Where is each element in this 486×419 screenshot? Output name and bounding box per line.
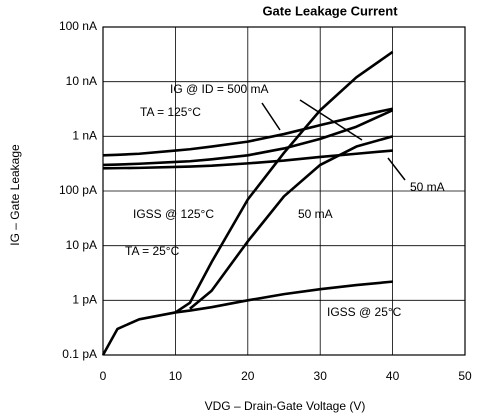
curve [189, 135, 393, 310]
annotation: TA = 125°C [140, 105, 201, 119]
arrow [387, 157, 406, 181]
y-tick-label: 100 nA [59, 19, 97, 33]
arrows [261, 99, 406, 181]
y-tick-label: 0.1 pA [62, 347, 97, 361]
annotation: 50 mA [298, 207, 333, 221]
annotation: IGSS @ 125°C [133, 207, 214, 221]
y-axis-label: IG – Gate Leakage [8, 144, 22, 246]
arrow [299, 99, 363, 141]
y-tick-label: 10 pA [66, 238, 97, 252]
annotation: IGSS @ 25°C [327, 305, 402, 319]
x-tick-label: 40 [386, 369, 400, 383]
y-tick-label: 100 pA [59, 183, 97, 197]
x-tick-label: 10 [169, 369, 183, 383]
y-tick-label: 10 nA [66, 74, 97, 88]
chart-title: Gate Leakage Current [262, 3, 398, 18]
curve [174, 50, 394, 314]
curve [101, 280, 393, 356]
x-tick-label: 50 [458, 369, 472, 383]
x-axis-label: VDG – Drain-Gate Voltage (V) [205, 399, 366, 413]
arrow [261, 102, 281, 131]
annotation: IG @ ID = 500 mA [170, 82, 269, 96]
x-tick-label: 0 [100, 369, 107, 383]
annotation: 50 mA [410, 180, 445, 194]
y-tick-label: 1 pA [72, 293, 97, 307]
annotation: TA = 25°C [125, 244, 180, 258]
x-tick-label: 30 [314, 369, 328, 383]
curve [102, 149, 393, 170]
x-tick-label: 20 [241, 369, 255, 383]
curve [102, 109, 394, 167]
curve [102, 107, 393, 157]
y-tick-label: 1 nA [72, 129, 97, 143]
